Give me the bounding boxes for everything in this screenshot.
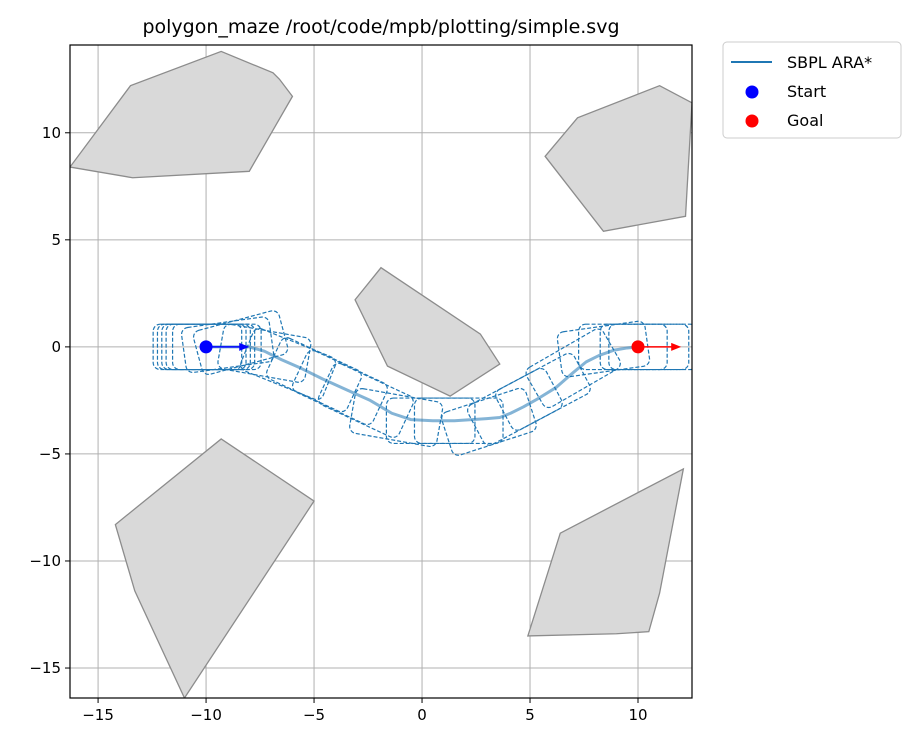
y-tick-label-0: −15	[29, 659, 61, 677]
legend-label-start: Start	[787, 82, 826, 101]
goal-arrow-head	[671, 342, 682, 351]
footprint-12	[349, 388, 444, 448]
footprint-21	[599, 323, 690, 371]
goal-point	[631, 340, 645, 354]
y-tick-label-2: −5	[39, 445, 61, 463]
footprint-16	[467, 367, 563, 446]
x-tick-label-4: 5	[525, 706, 535, 724]
y-tick-label-5: 10	[42, 124, 61, 142]
y-tick-label-1: −10	[29, 552, 61, 570]
series-line-0	[204, 345, 640, 423]
x-tick-label-0: −15	[82, 706, 114, 724]
x-tick-label-3: 0	[417, 706, 427, 724]
axes: −15 −10 −5 0 5 10 −15 −10 −5 0 5 10	[29, 44, 693, 724]
axes-frame	[69, 44, 693, 699]
plot-inner	[70, 45, 692, 698]
footprint-18	[525, 328, 621, 409]
legend: SBPL ARA* Start Goal	[722, 41, 902, 139]
footprint-22	[608, 323, 692, 371]
footprint-5	[180, 316, 275, 374]
start-point	[199, 340, 213, 354]
chart-title: polygon_maze /root/code/mpb/plotting/sim…	[142, 16, 619, 38]
start-arrow-head	[239, 342, 250, 351]
x-tick-label-1: −10	[190, 706, 222, 724]
legend-frame	[722, 41, 902, 139]
plot-area	[70, 45, 692, 698]
legend-label-series: SBPL ARA*	[787, 53, 872, 72]
obstacle-4	[526, 467, 685, 637]
footprint-4	[171, 323, 262, 371]
obstacle-3	[114, 438, 315, 698]
y-tick-label-4: 5	[51, 231, 61, 249]
x-tick-label-5: 10	[628, 706, 647, 724]
legend-swatch-start	[745, 85, 759, 99]
legend-label-goal: Goal	[787, 111, 823, 130]
footprint-15	[441, 387, 537, 456]
obstacle-1	[544, 84, 692, 232]
y-tick-label-3: 0	[51, 338, 61, 356]
legend-swatch-goal	[745, 114, 759, 128]
footprint-19	[556, 320, 651, 378]
obstacle-2	[354, 266, 501, 397]
footprint-6	[192, 310, 289, 375]
obstacle-0	[70, 50, 294, 179]
footprint-17	[495, 352, 591, 431]
x-tick-label-2: −5	[303, 706, 325, 724]
